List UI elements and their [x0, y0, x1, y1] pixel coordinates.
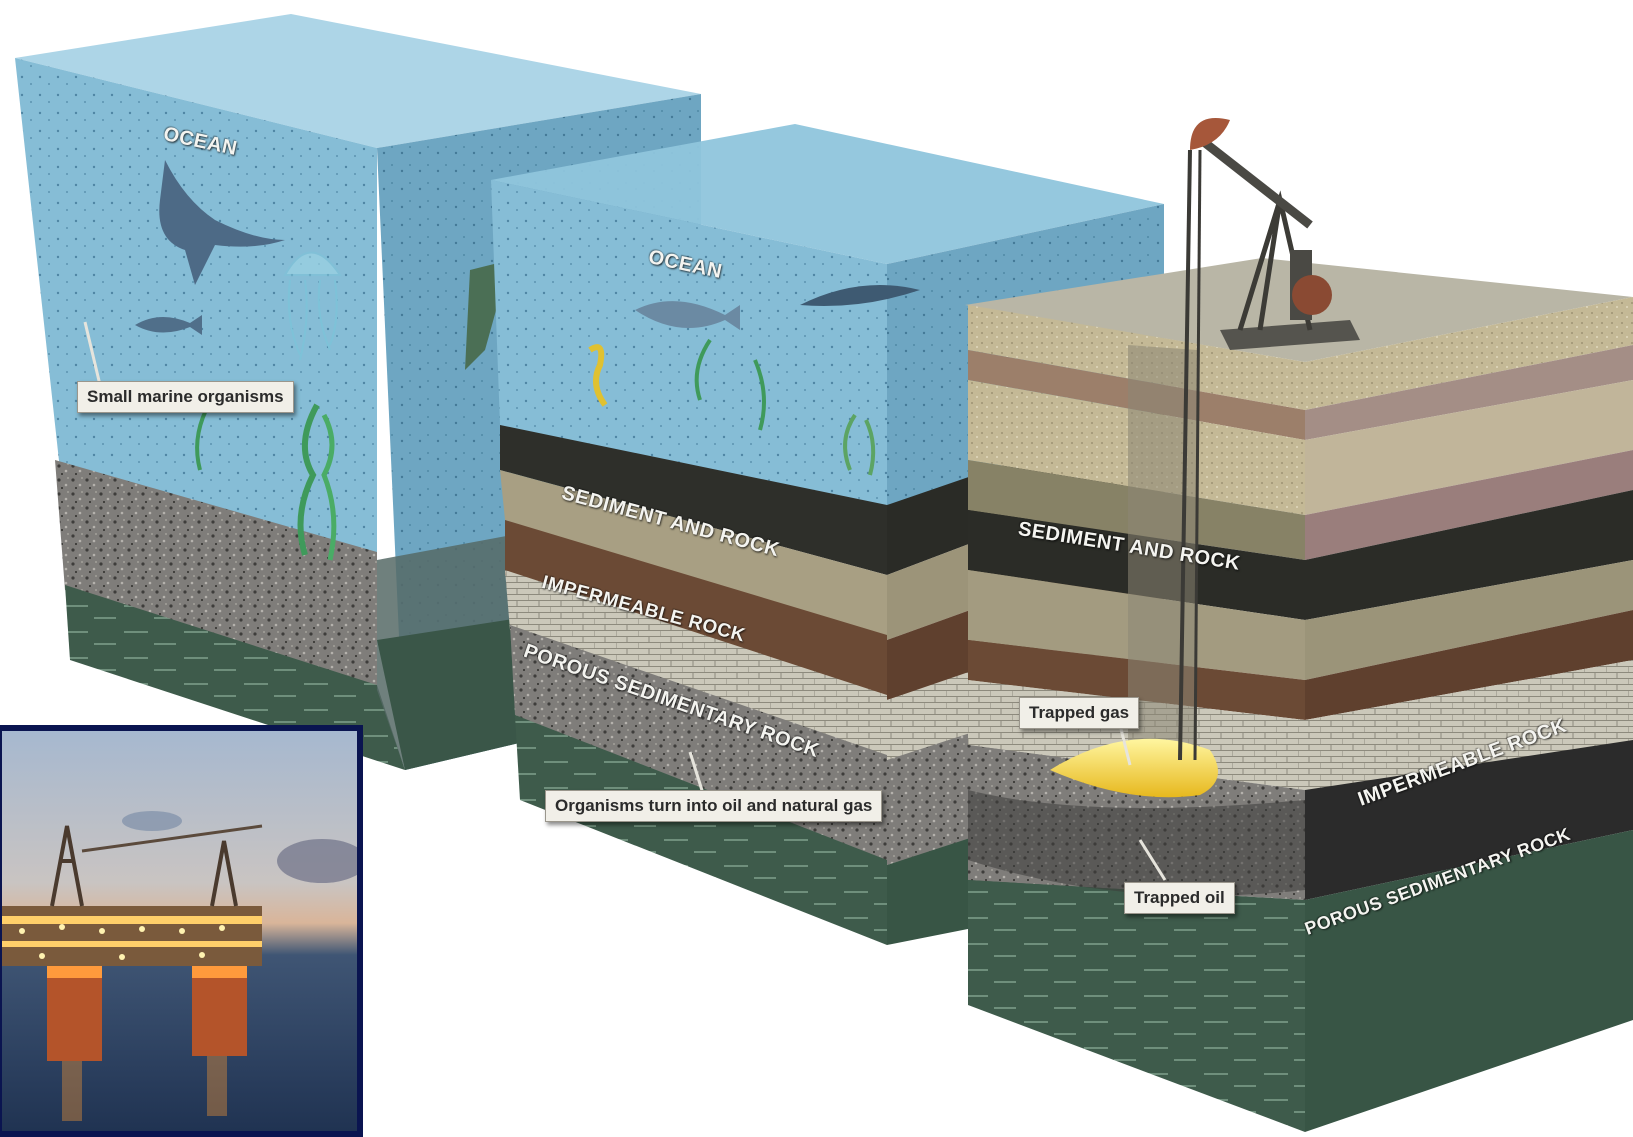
offshore-platform-icon [2, 811, 357, 1121]
swordfish-icon [800, 285, 920, 306]
pumpjack-icon [1190, 118, 1360, 350]
small-fish-icon [135, 315, 202, 335]
fish-icon [635, 301, 740, 330]
shark-icon [159, 160, 285, 285]
trapped-oil-label: Trapped oil [1124, 882, 1235, 914]
gas-pocket [1050, 738, 1218, 798]
seahorse-icon [588, 344, 608, 407]
organisms-turn-label: Organisms turn into oil and natural gas [545, 790, 883, 822]
jellyfish-icon [283, 251, 342, 361]
small-marine-organisms-label: Small marine organisms [77, 381, 294, 413]
offshore-platform-photo [0, 725, 363, 1137]
trapped-gas-label: Trapped gas [1019, 697, 1140, 729]
block-oil-reservoir [965, 118, 1633, 1132]
